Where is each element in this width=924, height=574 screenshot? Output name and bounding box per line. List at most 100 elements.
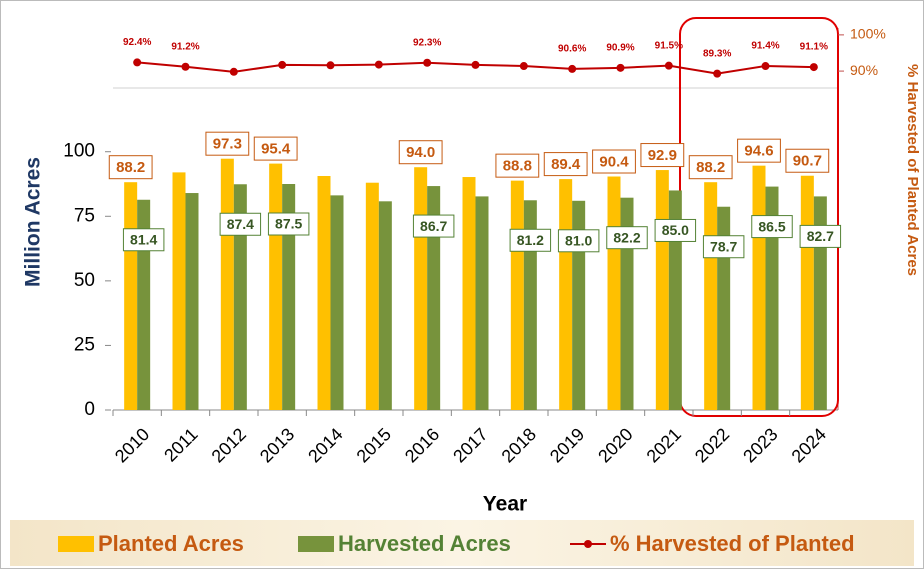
line-point [133,58,142,67]
bar [462,177,476,410]
legend-marker [584,540,592,548]
bar [572,200,586,410]
data-label: 91.4% [751,41,779,52]
legend-label: % Harvested of Planted [610,531,855,556]
y-tick-label: 0 [84,399,95,420]
data-label-box [688,155,733,180]
data-label: 90.6% [558,44,586,55]
data-label-box [398,140,443,165]
data-label: 95.4 [261,141,291,158]
data-label: 87.5 [275,216,302,232]
data-label: 94.6 [744,143,773,160]
data-label-box [799,224,842,248]
data-label: 78.7 [710,238,737,254]
bar [704,182,718,410]
data-label-box [702,235,745,259]
bar [137,199,151,410]
line-point [278,60,287,69]
line-point [374,60,383,69]
y2-tick-label: 100% [850,26,886,42]
data-label: 86.7 [420,218,447,234]
data-label-box [737,138,781,163]
data-label-box [592,149,636,174]
line-point [423,58,432,67]
line-point [568,64,577,73]
bar [365,182,379,410]
y-tick-label: 100 [63,141,95,162]
bar [559,179,573,410]
line-point [809,63,818,72]
bar [233,184,247,410]
bar [269,163,283,410]
bar [620,197,634,410]
data-label: 90.7 [793,153,822,170]
y2-axis-title: % Harvested of Planted Acres [904,64,921,276]
data-label-box [509,228,552,252]
line-point [181,62,190,71]
data-label: 82.7 [807,228,834,244]
bar [378,201,392,410]
x-axis-title: Year [483,493,527,516]
bar [317,175,331,410]
line-point [761,62,770,71]
bar [475,196,489,410]
data-label: 90.4 [599,153,629,170]
data-label: 89.4 [551,156,581,173]
bar [414,167,428,410]
bar [655,170,669,410]
bar [523,200,537,410]
data-label: 92.3% [413,37,441,48]
data-label-box [557,229,600,253]
line-point [471,60,480,69]
data-label: 90.9% [606,42,634,53]
line-point [616,63,625,72]
legend-swatch [58,536,94,552]
bar [220,158,234,410]
bar [185,193,199,410]
data-label: 94.0 [406,144,435,161]
data-label-box [654,218,697,242]
data-label-box [751,215,793,239]
y-tick-label: 25 [74,334,95,355]
bar [800,175,814,410]
bar [427,186,441,410]
legend-band [10,520,914,566]
data-label-box [495,153,540,178]
legend-label: Planted Acres [98,531,244,556]
bar [330,195,344,410]
data-label: 88.8 [503,158,532,175]
data-label: 86.5 [758,218,785,234]
data-label: 91.1% [800,42,828,53]
y-axis-title: Million Acres [22,157,45,287]
data-label-box [543,152,588,177]
data-label-box [253,136,298,161]
line-point [326,61,335,70]
data-label-box [267,212,310,236]
y-tick-label: 50 [74,270,95,291]
data-label: 81.4 [130,231,157,247]
data-label-box [606,226,648,250]
data-label: 88.2 [116,159,145,176]
bar [124,182,138,410]
data-label-box [122,228,165,252]
data-label-box [205,131,250,156]
data-label: 92.4% [123,37,151,48]
data-label: 92.9 [648,147,677,164]
line-point [229,67,238,76]
data-label: 91.2% [171,41,199,52]
data-label: 81.0 [565,232,592,248]
data-label: 81.2 [517,232,544,248]
data-label: 89.3% [703,48,731,59]
line-point [713,69,722,78]
bar [282,184,296,410]
legend-label: Harvested Acres [338,531,511,556]
y-tick-label: 75 [74,205,95,226]
data-label: 82.2 [613,229,640,245]
data-label: 91.5% [655,40,683,51]
y2-tick-label: 90% [850,62,878,78]
data-label: 88.2 [696,159,725,176]
data-label: 97.3 [213,136,242,153]
legend-swatch [298,536,334,552]
data-label-box [219,212,262,236]
data-label-box [785,148,830,173]
